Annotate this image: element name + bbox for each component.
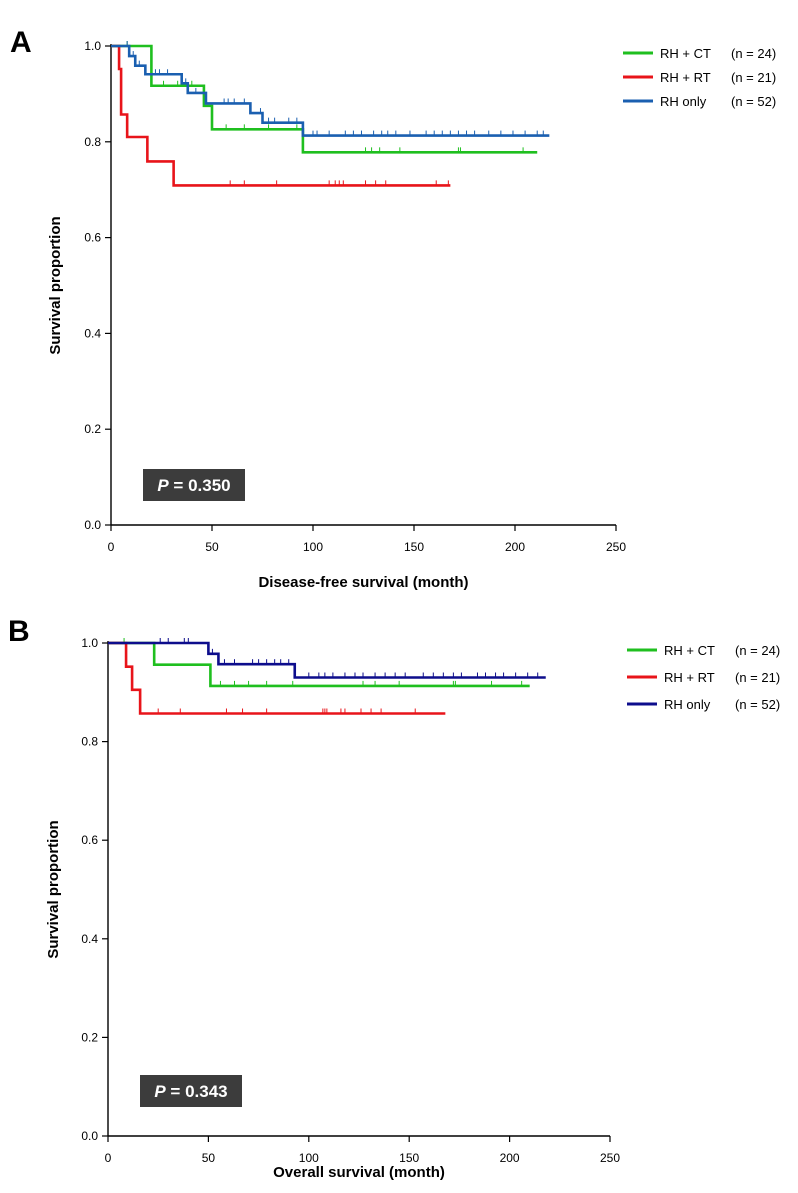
y-tick-label: 1.0 (81, 636, 98, 650)
legend-label: RH only (664, 697, 711, 712)
legend-n: (n = 52) (731, 94, 776, 109)
legend-label: RH + RT (664, 670, 715, 685)
y-tick-label: 0.0 (84, 518, 101, 532)
panel-b: B 0.0 0.2 0.4 0.6 0.8 1.0 0 50 100 150 200 250 Overal… (0, 597, 798, 1193)
panel-letter: B (8, 615, 30, 648)
survival-curve (111, 44, 538, 154)
x-tick-label: 50 (202, 1151, 216, 1165)
legend-n: (n = 24) (731, 46, 776, 61)
x-axis-title: Disease-free survival (month) (258, 574, 468, 591)
survival-curve (108, 641, 530, 688)
x-tick-label: 100 (303, 540, 323, 554)
p-value: = 0.350 (169, 476, 231, 495)
x-tick-label: 200 (505, 540, 525, 554)
legend-label: RH + CT (664, 643, 715, 658)
y-tick-label: 0.0 (81, 1129, 98, 1143)
panel-letter: A (10, 26, 32, 59)
x-tick-label: 50 (205, 540, 219, 554)
y-tick-label: 0.2 (81, 1030, 98, 1044)
x-tick-label: 150 (399, 1151, 419, 1165)
x-tick-label: 250 (600, 1151, 620, 1165)
p-value-box (143, 469, 245, 501)
legend-n: (n = 21) (731, 70, 776, 85)
legend-n: (n = 52) (735, 697, 780, 712)
legend-label: RH + RT (660, 70, 711, 85)
p-value-annotation: P = 0.350 (143, 469, 245, 501)
y-tick-label: 0.6 (81, 833, 98, 847)
x-tick-label: 0 (105, 1151, 112, 1165)
y-tick-label: 0.8 (81, 735, 98, 749)
series-rh-rt (108, 641, 446, 715)
x-tick-label: 0 (108, 540, 115, 554)
legend-label: RH only (660, 94, 707, 109)
p-value-text: P = 0.350 (157, 476, 230, 495)
p-value-text: P = 0.343 (154, 1082, 227, 1101)
survival-curve (111, 44, 550, 137)
p-symbol: P (157, 476, 169, 495)
y-tick-label: 0.6 (84, 231, 101, 245)
y-tick-label: 0.4 (81, 932, 98, 946)
series-rh-only (108, 638, 546, 679)
y-tick-label: 0.8 (84, 135, 101, 149)
y-axis-title: Survival proportion (45, 820, 62, 958)
series-rh-only (111, 41, 550, 137)
survival-chart-b: B 0.0 0.2 0.4 0.6 0.8 1.0 0 50 100 150 200 250 Overal… (8, 615, 780, 1181)
y-tick-label: 1.0 (84, 39, 101, 53)
y-axis-title: Survival proportion (47, 216, 64, 354)
y-tick-label: 0.2 (84, 422, 101, 436)
series-rh-rt (111, 44, 451, 187)
legend-label: RH + CT (660, 46, 711, 61)
survival-curve (108, 641, 446, 715)
p-value-box (140, 1075, 242, 1107)
survival-curve (108, 641, 546, 679)
y-tick-label: 0.4 (84, 326, 101, 340)
x-tick-label: 250 (606, 540, 626, 554)
survival-chart-a: A 0.0 0.2 0.4 0.6 0.8 1.0 0 50 100 150 200 250 Diseas… (10, 26, 776, 591)
legend-n: (n = 21) (735, 670, 780, 685)
legend-n: (n = 24) (735, 643, 780, 658)
x-tick-label: 150 (404, 540, 424, 554)
p-symbol: P (154, 1082, 166, 1101)
p-value-annotation: P = 0.343 (140, 1075, 242, 1107)
x-tick-label: 200 (500, 1151, 520, 1165)
p-value: = 0.343 (166, 1082, 228, 1101)
series-rh-ct (111, 41, 538, 154)
x-tick-label: 100 (299, 1151, 319, 1165)
survival-curve (111, 44, 451, 187)
panel-a: A 0.0 0.2 0.4 0.6 0.8 1.0 0 50 100 150 200 250 Diseas… (10, 26, 776, 591)
x-axis-title: Overall survival (month) (273, 1164, 445, 1181)
